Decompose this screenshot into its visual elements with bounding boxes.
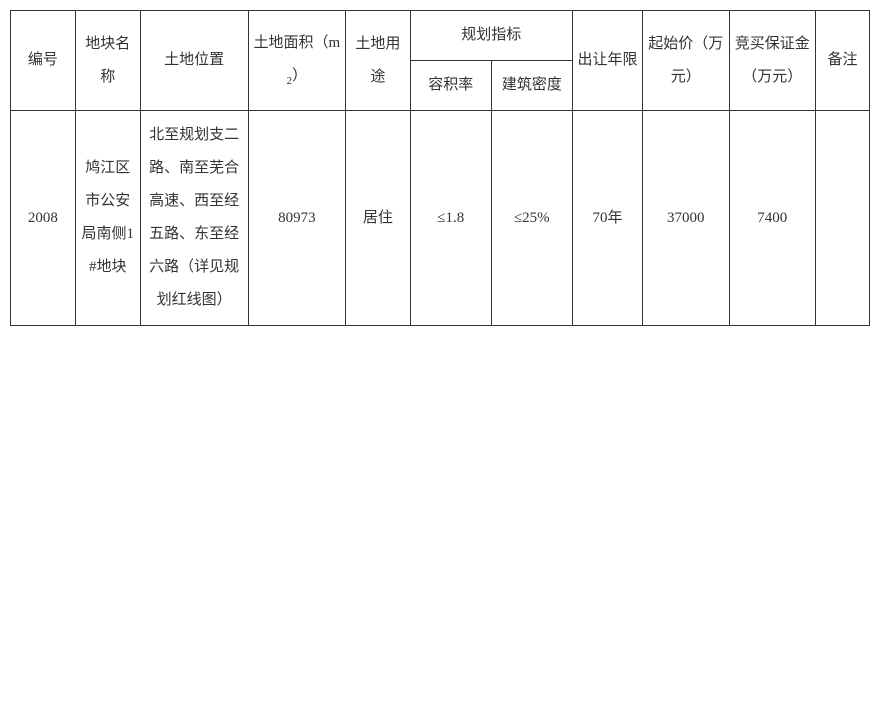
header-area-suffix: ） (292, 68, 307, 84)
table-row: 2008 鸠江区市公安局南侧1#地块 北至规划支二路、南至芜合高速、西至经五路、… (11, 111, 870, 326)
header-note: 备注 (815, 11, 869, 111)
header-use: 土地用途 (345, 11, 410, 111)
cell-use: 居住 (345, 111, 410, 326)
header-deposit: 竞买保证金（万元） (729, 11, 815, 111)
cell-area: 80973 (248, 111, 345, 326)
cell-deposit: 7400 (729, 111, 815, 326)
header-planning-group: 规划指标 (410, 11, 572, 61)
cell-note (815, 111, 869, 326)
cell-ratio: ≤1.8 (410, 111, 491, 326)
cell-density: ≤25% (491, 111, 572, 326)
header-row-1: 编号 地块名称 土地位置 土地面积（m2） 土地用途 规划指标 出让年限 起始价… (11, 11, 870, 61)
land-auction-table: 编号 地块名称 土地位置 土地面积（m2） 土地用途 规划指标 出让年限 起始价… (10, 10, 870, 326)
cell-term: 70年 (572, 111, 642, 326)
header-area-prefix: 土地面积（m (253, 35, 340, 51)
header-density: 建筑密度 (491, 61, 572, 111)
header-start-price: 起始价（万元） (643, 11, 729, 111)
cell-start-price: 37000 (643, 111, 729, 326)
header-term: 出让年限 (572, 11, 642, 111)
header-ratio: 容积率 (410, 61, 491, 111)
cell-location: 北至规划支二路、南至芜合高速、西至经五路、东至经六路（详见规划红线图） (140, 111, 248, 326)
header-name: 地块名称 (75, 11, 140, 111)
header-area: 土地面积（m2） (248, 11, 345, 111)
header-location: 土地位置 (140, 11, 248, 111)
cell-id: 2008 (11, 111, 76, 326)
header-id: 编号 (11, 11, 76, 111)
cell-name: 鸠江区市公安局南侧1#地块 (75, 111, 140, 326)
